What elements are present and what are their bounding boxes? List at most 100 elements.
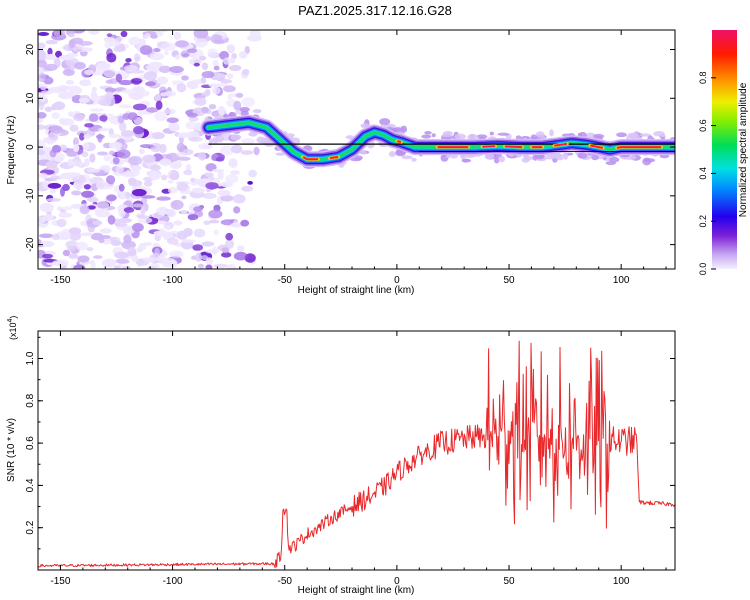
noise-blob <box>67 245 76 252</box>
noise-blob <box>221 247 229 253</box>
ridge-hotspot-core <box>554 143 568 147</box>
noise-blob <box>128 177 137 185</box>
noise-blob <box>253 146 260 156</box>
noise-blob <box>128 155 143 166</box>
noise-blob <box>108 133 121 139</box>
noise-blob <box>45 160 58 169</box>
noise-blob <box>201 71 215 79</box>
noise-blob <box>173 220 183 226</box>
top-ytick-label: 0 <box>25 144 36 150</box>
ridge-halo-blob <box>239 107 250 112</box>
noise-blob <box>182 53 190 57</box>
noise-blob <box>108 141 123 149</box>
noise-blob <box>38 42 46 49</box>
noise-blob <box>177 132 191 139</box>
noise-blob <box>117 218 132 223</box>
noise-blob <box>44 106 53 112</box>
noise-blob <box>198 143 210 150</box>
noise-blob <box>114 251 129 259</box>
noise-blob <box>96 180 110 190</box>
ridge-halo-blob <box>208 138 214 144</box>
noise-blob <box>211 86 221 95</box>
noise-blob <box>55 50 62 58</box>
noise-blob <box>40 90 53 95</box>
ridge-hotspot-core <box>616 146 662 149</box>
noise-blob <box>81 151 89 158</box>
noise-blob <box>130 255 139 262</box>
bottom-xtick-label: 0 <box>394 576 400 587</box>
ridge-halo-blob <box>616 132 627 138</box>
bottom-xtick-label: -150 <box>50 576 70 587</box>
noise-blob <box>142 154 156 163</box>
noise-blob <box>155 100 163 110</box>
ridge-halo-blob <box>388 151 396 157</box>
noise-blob <box>131 86 145 93</box>
noise-blob <box>238 51 248 59</box>
noise-blob <box>73 137 79 147</box>
noise-blob <box>183 227 193 237</box>
noise-blob <box>51 103 57 111</box>
noise-blob <box>137 110 146 116</box>
noise-blob <box>226 44 236 52</box>
noise-blob <box>186 164 192 172</box>
noise-blob <box>233 100 242 111</box>
noise-blob <box>118 121 127 132</box>
noise-blob <box>38 118 44 123</box>
noise-blob <box>213 263 229 268</box>
noise-blob <box>66 53 79 58</box>
noise-blob <box>180 209 188 215</box>
noise-blob <box>125 191 131 199</box>
noise-blob <box>105 113 115 121</box>
ridge-halo-blob <box>498 155 505 163</box>
colorbar-tick-label: 0.6 <box>698 119 708 132</box>
noise-blob <box>66 172 81 177</box>
noise-blob <box>81 190 95 198</box>
ridge-halo-blob <box>441 134 453 137</box>
noise-blob <box>139 144 154 149</box>
noise-blob <box>69 160 79 166</box>
noise-blob <box>47 47 53 56</box>
noise-blob <box>84 69 94 76</box>
noise-blob <box>114 222 128 227</box>
ridge-hotspot-core <box>329 156 339 159</box>
noise-blob <box>80 232 93 236</box>
noise-blob <box>225 232 234 241</box>
noise-blob <box>218 105 226 116</box>
noise-blob <box>139 45 153 55</box>
noise-blob <box>212 59 219 68</box>
noise-blob <box>219 145 234 156</box>
noise-blob <box>177 156 191 161</box>
noise-blob <box>88 113 99 122</box>
ridge-halo-blob <box>223 113 229 119</box>
noise-blob <box>150 34 158 39</box>
noise-blob <box>72 174 86 184</box>
ridge-halo-blob <box>379 118 391 126</box>
noise-blob <box>73 144 80 152</box>
noise-blob <box>99 228 112 234</box>
top-ylabel: Frequency (Hz) <box>6 116 17 185</box>
noise-blob <box>44 63 58 71</box>
page-title: PAZ1.2025.317.12.16.G28 <box>298 3 452 18</box>
noise-blob <box>83 158 90 167</box>
noise-blob <box>149 53 165 61</box>
noise-blob <box>211 246 218 256</box>
noise-blob <box>115 36 124 42</box>
ridge-halo-blob <box>252 109 262 114</box>
noise-blob <box>201 106 209 114</box>
noise-blob <box>50 175 60 180</box>
noise-blob <box>101 258 117 268</box>
noise-blob <box>166 152 180 162</box>
colorbar-tick-label: 0.8 <box>698 72 708 85</box>
colorbar-label: Normalized spectral amplitude <box>738 82 749 217</box>
noise-blob <box>232 220 238 228</box>
ridge-halo-blob <box>525 156 533 161</box>
noise-blob <box>147 170 159 179</box>
noise-blob <box>122 113 131 120</box>
noise-blob <box>149 164 161 171</box>
noise-blob <box>38 101 45 111</box>
noise-blob <box>137 214 149 219</box>
ridge-halo-blob <box>424 131 432 135</box>
noise-blob <box>140 195 156 199</box>
